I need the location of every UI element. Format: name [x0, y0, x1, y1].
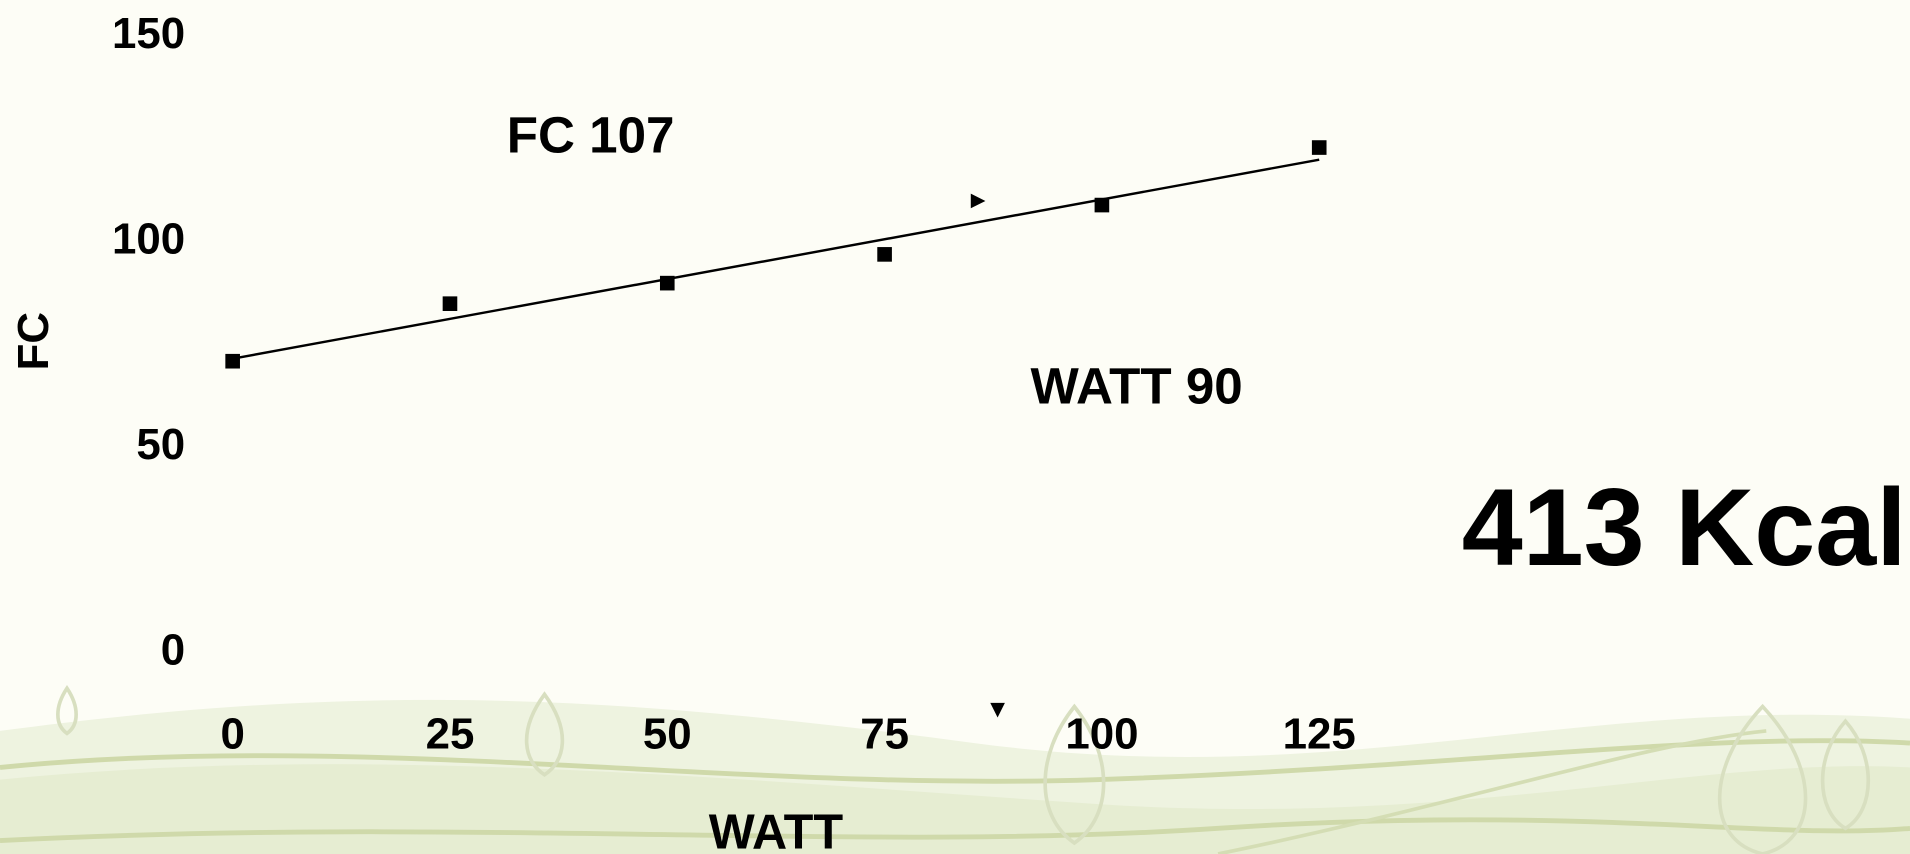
x-tick-label: 25 — [426, 710, 475, 759]
y-tick-label: 100 — [112, 215, 185, 264]
background-decoration — [0, 688, 1910, 854]
result: 413 Kcal — [1462, 467, 1907, 589]
y-tick-label: 50 — [136, 420, 185, 469]
y-tick-label: 150 — [112, 9, 185, 58]
x-tick-label: 100 — [1065, 710, 1138, 759]
x-tick-label: 125 — [1283, 710, 1356, 759]
chart: FC WATT FC 107 WATT 90 413 Kcal 0 50 100 15… — [0, 0, 1910, 854]
x-axis-label: WATT — [709, 806, 844, 854]
point — [1312, 140, 1327, 155]
point — [225, 354, 240, 369]
y-axis-label: FC — [9, 312, 58, 370]
cursor-x — [990, 703, 1005, 718]
point — [1095, 198, 1110, 213]
cursor-y — [971, 194, 986, 209]
y-tick-label: 0 — [161, 626, 185, 675]
point — [660, 276, 675, 291]
x-tick-label: 75 — [860, 710, 909, 759]
point — [877, 247, 892, 262]
page: {"chart_data": {"type": "scatter", "x_la… — [0, 0, 1910, 854]
x-tick-label: 0 — [220, 710, 244, 759]
x-tick-label: 50 — [643, 710, 692, 759]
annotation: WATT 90 — [1031, 357, 1243, 414]
trend-line — [233, 160, 1320, 359]
annotation: FC 107 — [507, 106, 675, 163]
point — [443, 296, 458, 311]
